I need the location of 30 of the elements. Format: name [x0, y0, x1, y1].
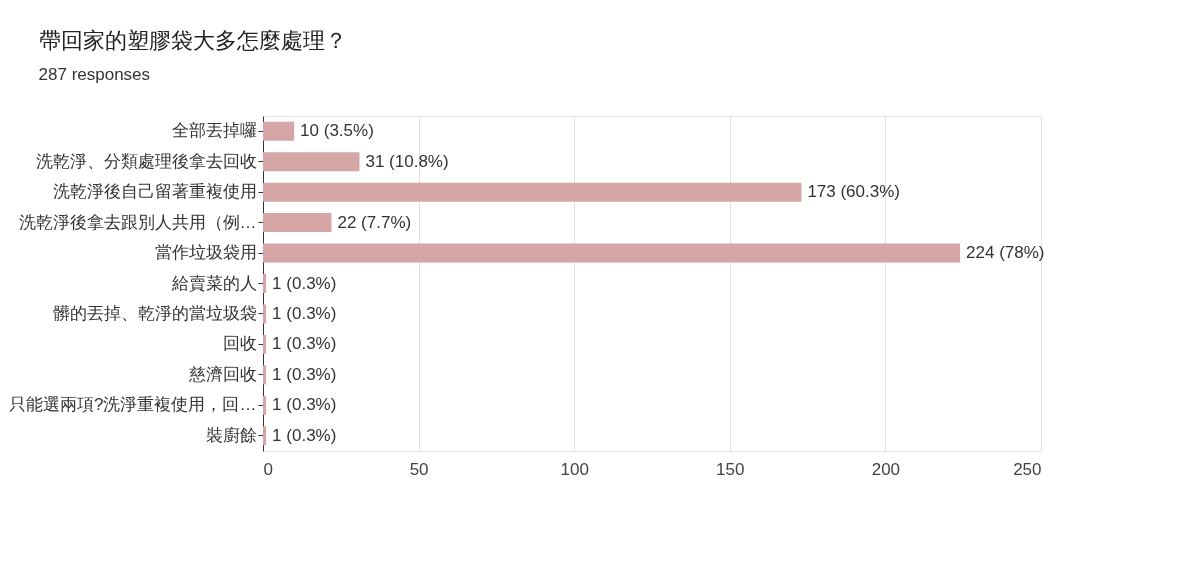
y-tick-label: 給賣菜的人	[170, 273, 257, 293]
y-tick-label: 洗乾淨、分類處理後拿去回收	[35, 151, 257, 171]
y-tick-label: 慈濟回收	[187, 364, 257, 384]
data-label: 1 (0.3%)	[272, 334, 337, 354]
y-tick-label: 只能選兩項?洗淨重複使用，回…	[9, 395, 257, 415]
y-tick-label: 洗乾淨後自己留著重複使用	[52, 182, 257, 202]
y-tick-label: 當作垃圾袋用	[154, 243, 257, 263]
data-label: 1 (0.3%)	[272, 303, 337, 323]
y-tick-label: 洗乾淨後拿去跟別人共用（例…	[18, 212, 257, 232]
x-tick-label: 150	[716, 459, 745, 479]
y-tick-label: 回收	[222, 334, 257, 354]
data-label: 1 (0.3%)	[272, 395, 337, 415]
chart-title: 帶回家的塑膠袋大多怎麼處理？	[38, 28, 347, 53]
y-tick-label: 髒的丟掉、乾淨的當垃圾袋	[52, 303, 257, 323]
y-tick-label: 全部丟掉囉	[171, 121, 257, 141]
data-label: 10 (3.5%)	[300, 121, 374, 141]
x-tick-label: 250	[1013, 459, 1042, 479]
data-label: 1 (0.3%)	[272, 364, 337, 384]
data-label: 224 (78%)	[966, 243, 1045, 263]
x-tick-label: 0	[263, 459, 273, 479]
data-label: 22 (7.7%)	[337, 212, 412, 232]
data-label: 1 (0.3%)	[272, 273, 337, 293]
data-label: 31 (10.8%)	[365, 151, 449, 171]
data-label: 1 (0.3%)	[272, 425, 337, 445]
data-label: 173 (60.3%)	[807, 182, 900, 202]
x-tick-label: 50	[409, 459, 429, 479]
y-tick-label: 裝廚餘	[205, 425, 257, 445]
text: 287 responses	[38, 65, 151, 84]
x-tick-label: 200	[871, 459, 901, 479]
x-tick-label: 100	[560, 459, 589, 479]
